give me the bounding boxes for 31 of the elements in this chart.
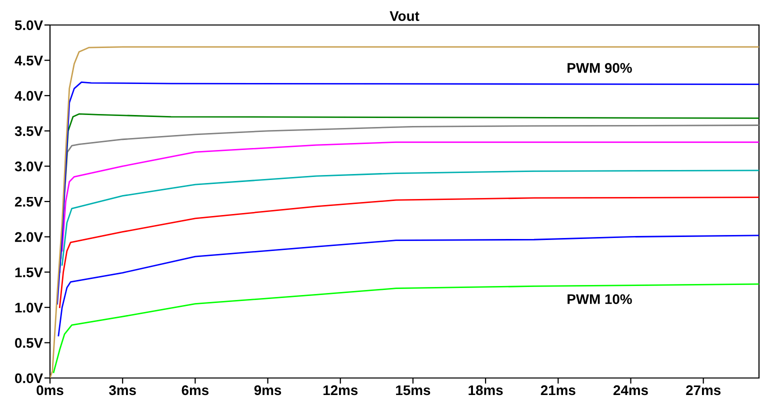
annotation: PWM 90% [568, 63, 632, 73]
y-tick-label: 1.5V [15, 268, 43, 278]
y-tick-label: 2.5V [14, 196, 43, 207]
chart-title: Vout [390, 11, 420, 21]
line-series [61, 142, 759, 252]
x-tick-label: 3ms [109, 385, 136, 396]
x-tick-label: 24ms [613, 385, 648, 396]
line-series [56, 81, 759, 305]
y-tick-label: 1.0V [15, 302, 43, 313]
y-tick-label: 2.0V [14, 232, 43, 242]
y-tick-label: 4.0V [14, 90, 43, 101]
x-tick-label: 21ms [540, 385, 576, 396]
line-series [61, 170, 759, 266]
x-tick-label: 15ms [396, 385, 430, 396]
y-tick-label: 5.0V [14, 20, 43, 30]
line-series [60, 124, 759, 259]
y-tick-label: 0.0V [15, 373, 43, 384]
x-tick-label: 6ms [182, 385, 209, 396]
y-tick-label: 4.5V [14, 56, 43, 66]
y-tick-label: 0.5V [15, 338, 43, 348]
y-tick-label: 3.5V [14, 126, 43, 136]
line-series [58, 234, 759, 336]
annotation: PWM 10% [568, 294, 632, 304]
line-series [52, 283, 759, 374]
x-tick-label: 18ms [468, 385, 503, 396]
x-tick-label: 27ms [686, 385, 721, 396]
y-tick-label: 3.0V [14, 162, 43, 172]
x-tick-label: 12ms [323, 385, 358, 396]
x-tick-label: 0ms [36, 385, 64, 396]
line-series [58, 196, 759, 308]
x-tick-label: 9ms [254, 385, 282, 396]
